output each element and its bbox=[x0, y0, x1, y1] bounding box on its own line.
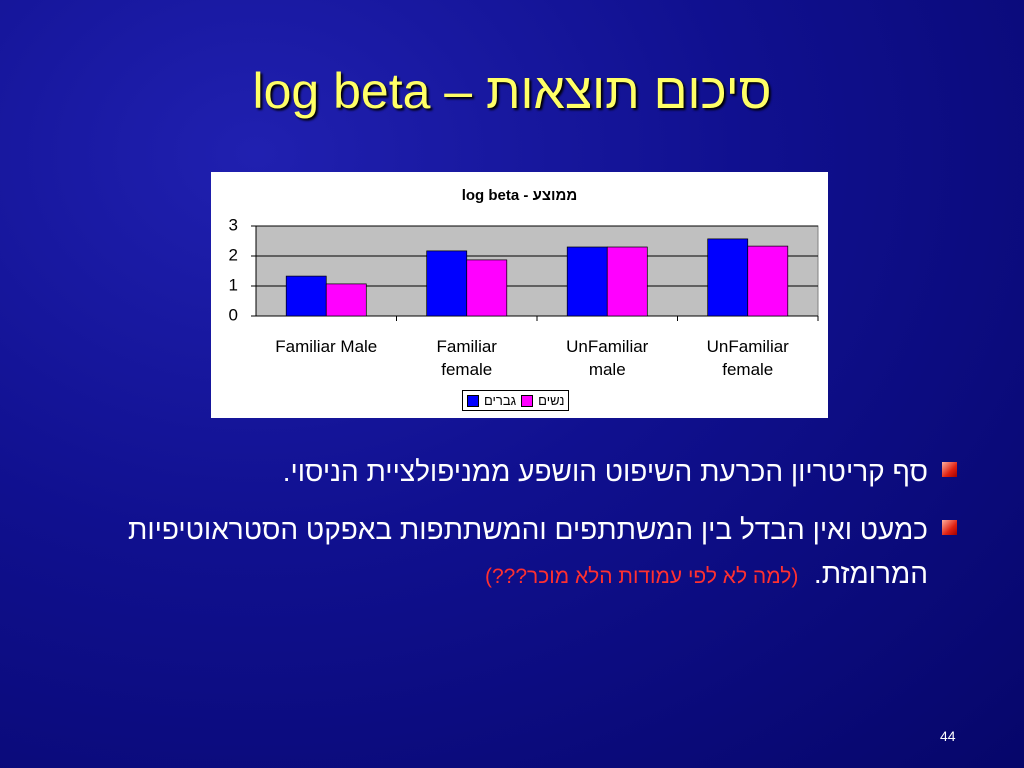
legend-label: נשים bbox=[538, 393, 565, 408]
bar bbox=[606, 246, 648, 317]
bar bbox=[707, 238, 749, 317]
bar bbox=[466, 259, 508, 317]
x-tick-label: Familiar Male bbox=[275, 337, 378, 356]
x-tick-label: Familiar female bbox=[436, 337, 497, 379]
bullet-text: כמעט ואין הבדל בין המשתתפים והמשתתפות בא… bbox=[127, 514, 928, 589]
x-tick-label: UnFamiliar female bbox=[706, 337, 789, 379]
bullet: כמעט ואין הבדל בין המשתתפים והמשתתפות בא… bbox=[48, 508, 928, 599]
y-tick-label: 3 bbox=[229, 215, 238, 234]
x-tick-label: UnFamiliar male bbox=[566, 337, 649, 379]
legend-swatch bbox=[467, 394, 479, 407]
legend-label: גברים bbox=[484, 393, 517, 408]
bar bbox=[325, 283, 367, 317]
chart: 0 1 2 3 ממוצע - log beta Familiar Male Famil… bbox=[211, 172, 828, 418]
bar bbox=[285, 275, 327, 317]
page-number: 44 bbox=[940, 728, 956, 744]
slide-title: סיכום תוצאות – log beta bbox=[252, 63, 772, 119]
legend: גברים נשים bbox=[462, 390, 570, 411]
y-tick-label: 2 bbox=[229, 245, 238, 264]
legend-swatch bbox=[521, 394, 534, 407]
bullet-marker bbox=[942, 462, 957, 477]
bullet-marker bbox=[942, 520, 957, 535]
chart-title: ממוצע - log beta bbox=[461, 187, 578, 204]
bullet: סף קריטריון הכרעת השיפוט הושפע ממניפולצי… bbox=[282, 456, 928, 487]
bar bbox=[426, 250, 468, 317]
note: (למה לא לפי עמודות הלא מוכר???) bbox=[484, 565, 799, 588]
chart-svg: 0 1 2 3 bbox=[229, 215, 819, 324]
y-tick-label: 1 bbox=[229, 275, 238, 294]
y-tick-label: 0 bbox=[229, 305, 238, 324]
bar bbox=[747, 245, 789, 317]
bar bbox=[566, 246, 608, 317]
